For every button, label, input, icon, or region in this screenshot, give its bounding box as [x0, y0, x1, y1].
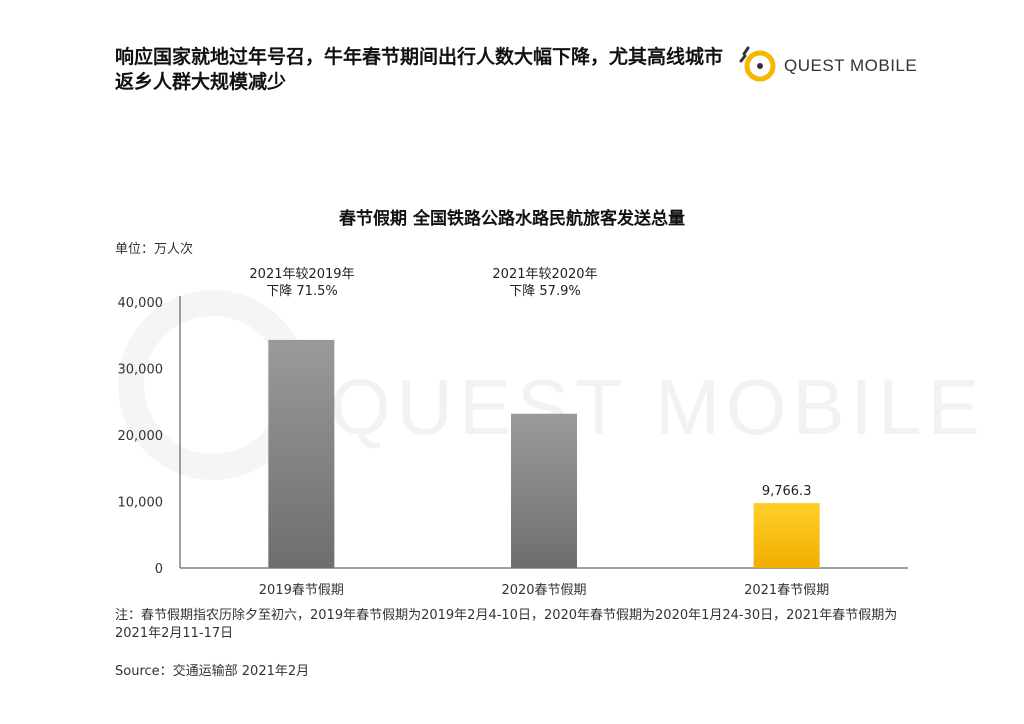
- bar-3: [753, 503, 820, 568]
- quest-mobile-logo-icon: [739, 46, 776, 82]
- change-annotation-vs-2019: 2021年较2019年 下降 71.5%: [222, 266, 382, 300]
- y-tick-label: 30,000: [118, 363, 164, 378]
- chart-title: 春节假期 全国铁路公路水路民航旅客发送总量: [339, 209, 685, 229]
- logo-text: QUEST MOBILE: [784, 56, 918, 75]
- watermark-text: QUEST MOBILE: [330, 363, 986, 451]
- change-annotation-vs-2020: 2021年较2020年 下降 57.9%: [465, 266, 625, 300]
- y-tick-label: 40,000: [118, 296, 164, 311]
- page-headline: 响应国家就地过年号召，牛年春节期间出行人数大幅下降，尤其高线城市返乡人群大规模减…: [115, 46, 724, 93]
- x-tick-label: 2021春节假期: [744, 583, 829, 598]
- x-tick-label: 2020春节假期: [501, 583, 586, 598]
- annotation-line1: 2021年较2020年: [492, 267, 598, 282]
- y-tick-label: 10,000: [118, 496, 164, 511]
- annotation-line2: 下降 57.9%: [509, 284, 581, 299]
- data-label: 9,766.3: [762, 484, 812, 499]
- annotation-line1: 2021年较2019年: [249, 267, 355, 282]
- bar-1: [268, 339, 335, 568]
- bar-2: [511, 413, 577, 568]
- y-tick-label: 20,000: [118, 429, 164, 444]
- unit-label: 单位：万人次: [115, 242, 194, 257]
- footnote: 注：春节假期指农历除夕至初六，2019年春节假期为2019年2月4-10日，20…: [115, 608, 898, 641]
- source-note: Source：交通运输部 2021年2月: [115, 664, 310, 679]
- y-tick-label: 0: [155, 562, 163, 577]
- quest-mobile-logo: QUEST MOBILE: [738, 44, 918, 84]
- x-tick-label: 2019春节假期: [259, 583, 344, 598]
- annotation-line2: 下降 71.5%: [266, 284, 338, 299]
